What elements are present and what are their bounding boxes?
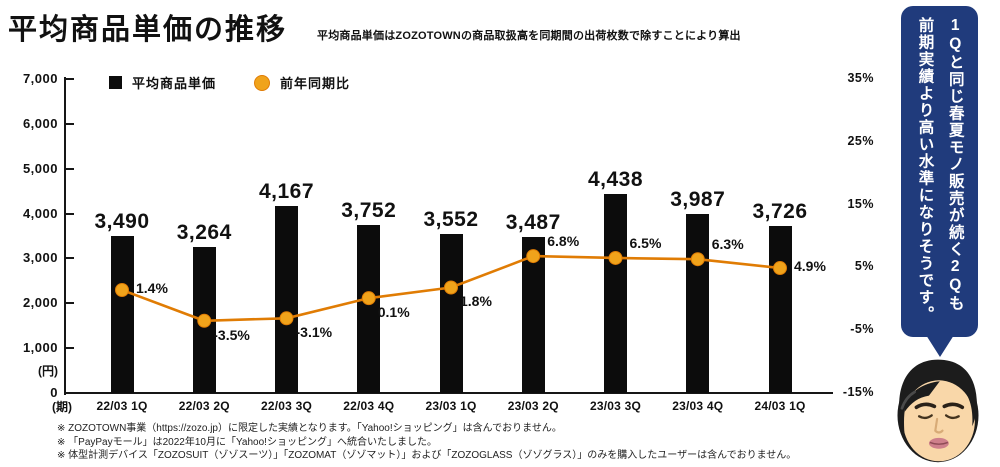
face-skin (902, 380, 975, 462)
line-marker (197, 313, 212, 328)
line-marker (773, 261, 787, 276)
y-axis-tick-label: 5,000 (22, 160, 58, 176)
chart-subtitle-note: 平均商品単価はZOZOTOWNの商品取扱高を同期間の出荷枚数で除すことにより算出 (317, 30, 741, 42)
line-point-label: 6.8% (547, 233, 580, 250)
y-axis-tick (66, 392, 74, 394)
y-axis-tick (66, 167, 74, 170)
legend-line-label: 前年同期比 (280, 76, 351, 91)
hair-highlight (900, 390, 916, 410)
bar-value-label: 3,726 (752, 199, 808, 223)
line-point-label: -3.5% (213, 326, 250, 343)
line-point-label: 1.8% (460, 293, 492, 310)
bar-value-label: 4,438 (587, 167, 644, 191)
line-series-swatch-icon (254, 74, 271, 91)
left-eye-closed (917, 414, 933, 420)
y-axis-tick-label: 0 (50, 385, 58, 400)
line-point-label: 6.3% (711, 236, 744, 253)
callout-line-1: 1Qと同じ春夏モノ販売が続く2Qも (946, 17, 964, 312)
line-marker (608, 250, 623, 265)
x-axis-label: 23/03 2Q (507, 399, 559, 413)
y-axis-tick-label: 2,000 (22, 295, 58, 311)
mouth-line (929, 441, 949, 445)
commentator-avatar (897, 359, 979, 463)
y-axis-tick (66, 78, 74, 80)
y-axis-tick (66, 212, 74, 215)
legend-bar-label: 平均商品単価 (132, 76, 217, 91)
right-eye-closed (944, 414, 960, 420)
bar-value-label: 3,987 (670, 188, 726, 212)
lips (929, 437, 949, 449)
y-axis-line (64, 77, 66, 395)
x-axis-line (64, 392, 833, 394)
nose (934, 417, 944, 434)
hair-bang (904, 381, 940, 412)
y-axis-tick-label: 4,000 (22, 205, 58, 221)
callout-line-2: 前期実績より高い水準になりそうです。 (916, 17, 934, 323)
y-axis-tick (66, 302, 74, 305)
bar (357, 224, 381, 393)
hair-front (899, 359, 977, 437)
line-marker (115, 283, 129, 298)
line-marker (526, 249, 541, 264)
bar-value-label: 3,487 (505, 210, 561, 234)
bar-series-swatch-icon (109, 76, 122, 89)
y-axis-tick-label: 6,000 (22, 115, 58, 131)
bar-value-label: 3,552 (423, 207, 479, 231)
pct-axis-tick-label: 35% (847, 71, 874, 85)
x-axis-unit-label: (期) (52, 400, 72, 414)
y-axis-tick (66, 347, 74, 350)
y-axis-tick-label: 3,000 (22, 250, 58, 266)
bar (275, 206, 298, 393)
pct-axis-tick-label: 25% (847, 133, 874, 148)
pct-axis-tick-label: -5% (850, 322, 874, 337)
bar (439, 233, 463, 393)
bar-value-label: 3,752 (341, 198, 397, 222)
x-axis-label: 22/03 2Q (178, 399, 230, 413)
line-point-label: 1.4% (136, 280, 168, 296)
bar-value-label: 3,490 (94, 210, 150, 234)
y-axis-unit-label: (円) (38, 364, 58, 378)
footnote-3: ※ 体型計測デバイス「ZOZOSUIT（ゾゾスーツ）」「ZOZOMAT（ゾゾマッ… (57, 450, 797, 462)
chart-legend: 平均商品単価 前年同期比 (109, 73, 350, 92)
line-marker (361, 291, 376, 306)
line-point-label: 6.5% (629, 234, 662, 251)
bar (521, 236, 545, 393)
y-axis-tick (66, 122, 74, 125)
page-title: 平均商品単価の推移 (8, 14, 288, 46)
line-point-label: 0.1% (377, 304, 410, 321)
callout-speech-bubble: 1Qと同じ春夏モノ販売が続く2Qも 前期実績より高い水準になりそうです。 (901, 6, 978, 337)
x-axis-label: 23/03 1Q (425, 399, 477, 413)
x-axis-label: 24/03 1Q (754, 399, 806, 413)
bar (110, 236, 134, 393)
speech-bubble-tail (926, 335, 954, 357)
footnote-2: ※ 「PayPayモール」は2022年10月に「Yahoo!ショッピング」へ統合… (57, 436, 437, 448)
y-axis-tick-label: 7,000 (22, 71, 58, 86)
x-axis-label: 22/03 1Q (96, 399, 148, 413)
footnote-1: ※ ZOZOTOWN事業（https://zozo.jp）に限定した実績となりま… (57, 423, 562, 434)
line-marker (279, 311, 294, 326)
x-axis-label: 23/03 4Q (672, 399, 724, 413)
x-axis-label: 22/03 3Q (261, 399, 312, 413)
bar (604, 193, 627, 393)
x-axis-label: 22/03 4Q (343, 399, 395, 413)
line-point-label: -3.1% (295, 324, 333, 341)
bar-value-label: 3,264 (176, 220, 232, 244)
right-eyebrow (942, 402, 965, 410)
line-point-label: 4.9% (794, 258, 826, 275)
y-axis-tick-label: 1,000 (22, 340, 58, 356)
bar-value-label: 4,167 (258, 180, 315, 204)
footnotes: ※ ZOZOTOWN事業（https://zozo.jp）に限定した実績となりま… (57, 422, 796, 463)
left-eyebrow (914, 402, 937, 410)
line-marker (444, 280, 458, 295)
pct-axis-tick-label: -15% (842, 385, 874, 399)
callout-text: 1Qと同じ春夏モノ販売が続く2Qも 前期実績より高い水準になりそうです。 (909, 17, 969, 337)
pct-axis-tick-label: 5% (854, 259, 874, 274)
pct-axis-tick-label: 15% (847, 196, 874, 211)
x-axis-label: 23/03 3Q (590, 399, 641, 413)
y-axis-tick (66, 257, 74, 260)
line-marker (690, 252, 705, 267)
